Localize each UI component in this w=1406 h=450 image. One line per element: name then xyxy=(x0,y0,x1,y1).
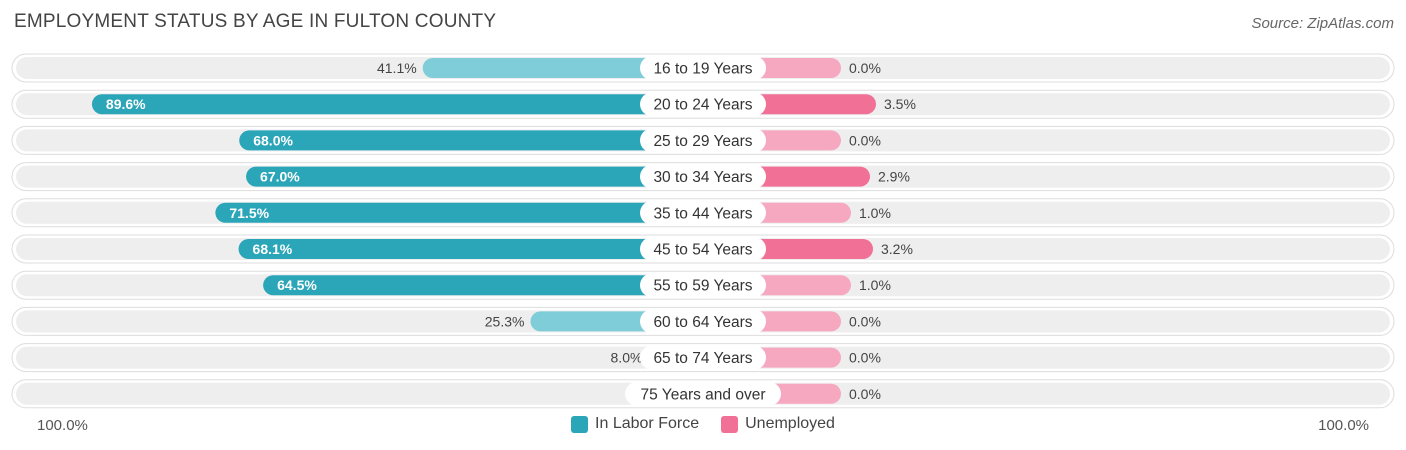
category-label-25-to-29-years: 25 to 29 Years xyxy=(653,133,752,150)
value-label-labor-16-to-19-years: 41.1% xyxy=(377,60,417,76)
category-label-35-to-44-years: 35 to 44 Years xyxy=(653,205,752,222)
bar-labor-25-to-29-years xyxy=(239,130,704,151)
category-label-30-to-34-years: 30 to 34 Years xyxy=(653,169,752,186)
category-label-65-to-74-years: 65 to 74 Years xyxy=(653,350,752,367)
category-label-45-to-54-years: 45 to 54 Years xyxy=(653,242,752,259)
bar-labor-16-to-19-years xyxy=(422,58,703,78)
category-pill-45-to-54-years xyxy=(640,237,766,261)
value-label-unemployed-25-to-29-years: 0.0% xyxy=(849,132,881,148)
value-label-unemployed-16-to-19-years: 0.0% xyxy=(849,60,881,76)
bar-labor-30-to-34-years xyxy=(246,166,703,187)
value-label-unemployed-60-to-64-years: 0.0% xyxy=(849,313,881,329)
chart-title: EMPLOYMENT STATUS BY AGE IN FULTON COUNT… xyxy=(14,11,497,32)
source-label: Source: ZipAtlas.com xyxy=(1251,15,1394,32)
value-label-unemployed-45-to-54-years: 3.2% xyxy=(881,241,913,257)
bar-labor-55-to-59-years xyxy=(263,275,703,296)
category-pill-16-to-19-years xyxy=(640,56,766,80)
axis-left-label: 100.0% xyxy=(37,417,88,434)
legend: In Labor Force Unemployed xyxy=(0,415,1406,433)
legend-item-labor-force[interactable]: In Labor Force xyxy=(571,415,699,433)
value-label-unemployed-55-to-59-years: 1.0% xyxy=(859,277,891,293)
value-label-unemployed-30-to-34-years: 2.9% xyxy=(878,169,910,185)
value-label-unemployed-75-years-and-over: 0.0% xyxy=(849,386,881,402)
value-label-unemployed-65-to-74-years: 0.0% xyxy=(849,350,881,366)
value-label-labor-45-to-54-years: 68.1% xyxy=(253,241,293,257)
category-pill-25-to-29-years xyxy=(640,128,766,153)
value-label-labor-60-to-64-years: 25.3% xyxy=(485,313,525,329)
category-label-20-to-24-years: 20 to 24 Years xyxy=(653,97,752,114)
value-label-unemployed-35-to-44-years: 1.0% xyxy=(859,205,891,221)
category-label-16-to-19-years: 16 to 19 Years xyxy=(653,61,752,78)
legend-label-labor-force: In Labor Force xyxy=(595,415,700,432)
category-pill-55-to-59-years xyxy=(640,273,766,298)
value-label-labor-25-to-29-years: 68.0% xyxy=(253,132,293,148)
legend-swatch-labor-force xyxy=(571,415,589,433)
category-pill-75-years-and-over xyxy=(625,381,781,406)
bar-labor-20-to-24-years xyxy=(91,94,704,115)
bar-labor-45-to-54-years xyxy=(238,239,704,259)
axis-right-label: 100.0% xyxy=(1318,417,1369,434)
value-label-labor-65-to-74-years: 8.0% xyxy=(611,350,643,366)
category-pill-20-to-24-years xyxy=(640,92,766,117)
value-label-labor-55-to-59-years: 64.5% xyxy=(277,277,317,293)
legend-swatch-unemployed xyxy=(721,415,739,433)
legend-item-unemployed[interactable]: Unemployed xyxy=(721,415,835,433)
diverging-bar-chart: 41.1% 0.0% 16 to 19 Years 89.6% 3.5% 20 to 24… xyxy=(11,53,1395,409)
value-label-labor-35-to-44-years: 71.5% xyxy=(229,205,269,221)
category-pill-35-to-44-years xyxy=(640,200,766,225)
value-label-labor-30-to-34-years: 67.0% xyxy=(260,169,300,185)
category-label-55-to-59-years: 55 to 59 Years xyxy=(653,278,752,295)
legend-label-unemployed: Unemployed xyxy=(745,415,835,432)
category-pill-60-to-64-years xyxy=(640,309,766,334)
category-pill-30-to-34-years xyxy=(640,164,766,189)
category-label-75-years-and-over: 75 Years and over xyxy=(641,386,766,403)
category-pill-65-to-74-years xyxy=(640,345,766,370)
category-label-60-to-64-years: 60 to 64 Years xyxy=(653,314,752,331)
value-label-unemployed-20-to-24-years: 3.5% xyxy=(884,96,916,112)
bar-labor-35-to-44-years xyxy=(215,202,703,223)
value-label-labor-20-to-24-years: 89.6% xyxy=(106,96,146,112)
